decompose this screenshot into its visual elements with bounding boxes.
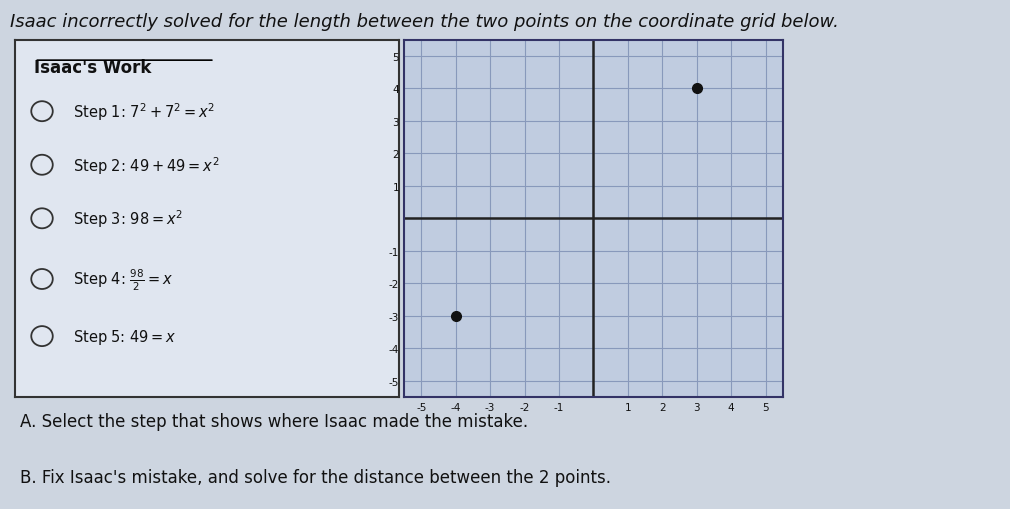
Text: Step 5: $49 = x$: Step 5: $49 = x$ bbox=[73, 327, 177, 346]
Text: Step 1: $7^2 + 7^2 = x^2$: Step 1: $7^2 + 7^2 = x^2$ bbox=[73, 101, 215, 123]
Text: Step 2: $49 + 49 = x^2$: Step 2: $49 + 49 = x^2$ bbox=[73, 155, 219, 176]
Text: Isaac's Work: Isaac's Work bbox=[34, 59, 152, 76]
Text: Isaac incorrectly solved for the length between the two points on the coordinate: Isaac incorrectly solved for the length … bbox=[10, 13, 839, 31]
Text: Step 3: $98 = x^2$: Step 3: $98 = x^2$ bbox=[73, 208, 183, 230]
Text: Step 4: $\frac{98}{2} = x$: Step 4: $\frac{98}{2} = x$ bbox=[73, 267, 173, 292]
Text: B. Fix Isaac's mistake, and solve for the distance between the 2 points.: B. Fix Isaac's mistake, and solve for th… bbox=[20, 468, 611, 486]
Text: A. Select the step that shows where Isaac made the mistake.: A. Select the step that shows where Isaa… bbox=[20, 412, 528, 430]
